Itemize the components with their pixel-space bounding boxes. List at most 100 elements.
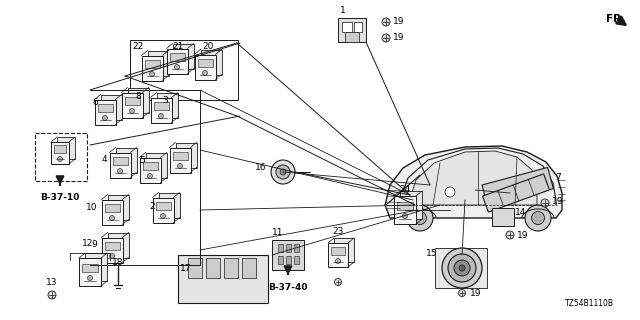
Bar bbox=[82, 264, 98, 272]
Bar bbox=[108, 195, 129, 220]
Bar bbox=[159, 193, 179, 218]
Bar bbox=[175, 142, 196, 167]
Text: 14: 14 bbox=[515, 208, 526, 217]
Circle shape bbox=[403, 213, 408, 219]
Bar bbox=[79, 258, 101, 286]
Bar bbox=[338, 18, 366, 42]
Bar bbox=[104, 204, 120, 212]
Circle shape bbox=[150, 71, 154, 76]
Text: 19: 19 bbox=[393, 17, 404, 26]
Bar bbox=[170, 148, 191, 172]
Bar bbox=[140, 157, 161, 182]
Bar bbox=[130, 40, 238, 100]
Bar bbox=[95, 100, 115, 124]
Text: 3: 3 bbox=[162, 96, 168, 105]
Circle shape bbox=[48, 291, 56, 299]
Text: 15: 15 bbox=[426, 249, 437, 258]
Bar bbox=[178, 255, 268, 303]
Text: 10: 10 bbox=[86, 203, 97, 212]
Text: B-37-10: B-37-10 bbox=[40, 193, 80, 202]
Text: 16: 16 bbox=[255, 164, 266, 172]
Bar bbox=[35, 133, 87, 181]
Bar bbox=[108, 233, 129, 258]
Bar bbox=[492, 208, 514, 226]
Bar bbox=[435, 248, 487, 288]
Bar bbox=[354, 22, 362, 32]
Bar bbox=[286, 256, 291, 264]
Circle shape bbox=[109, 215, 115, 220]
Bar bbox=[400, 191, 422, 219]
Circle shape bbox=[129, 108, 134, 114]
Circle shape bbox=[531, 212, 545, 225]
Bar bbox=[145, 153, 166, 178]
Text: 2: 2 bbox=[149, 202, 155, 211]
Bar bbox=[122, 92, 143, 117]
Text: 13: 13 bbox=[46, 278, 58, 287]
Bar bbox=[278, 244, 283, 252]
Bar bbox=[331, 247, 345, 255]
Text: 8: 8 bbox=[135, 92, 141, 101]
Circle shape bbox=[118, 169, 122, 173]
Circle shape bbox=[202, 70, 207, 76]
Bar bbox=[328, 243, 348, 267]
Bar bbox=[342, 22, 352, 32]
Bar bbox=[286, 244, 291, 252]
Bar bbox=[334, 238, 354, 262]
Bar bbox=[173, 152, 188, 160]
Bar bbox=[102, 199, 122, 225]
Bar bbox=[54, 145, 66, 153]
Circle shape bbox=[413, 212, 426, 225]
Bar bbox=[141, 55, 163, 81]
Circle shape bbox=[147, 173, 152, 179]
Bar bbox=[397, 202, 413, 210]
Bar bbox=[200, 50, 221, 75]
Text: 21: 21 bbox=[172, 42, 184, 51]
Text: 6: 6 bbox=[92, 98, 98, 107]
Bar bbox=[145, 60, 159, 68]
Text: 19: 19 bbox=[393, 33, 404, 42]
Circle shape bbox=[280, 169, 286, 175]
Bar bbox=[482, 167, 554, 206]
Circle shape bbox=[177, 164, 182, 169]
Bar bbox=[188, 258, 202, 278]
Circle shape bbox=[442, 248, 482, 288]
Bar bbox=[115, 148, 136, 172]
Circle shape bbox=[458, 290, 465, 297]
Bar bbox=[100, 94, 122, 119]
Bar bbox=[97, 104, 113, 112]
Bar bbox=[102, 237, 122, 262]
Bar bbox=[224, 258, 238, 278]
Bar bbox=[152, 197, 173, 222]
Text: 20: 20 bbox=[202, 42, 214, 51]
Text: 9: 9 bbox=[92, 240, 97, 249]
Circle shape bbox=[159, 114, 163, 118]
Bar bbox=[198, 59, 212, 67]
Bar bbox=[272, 240, 304, 270]
Circle shape bbox=[335, 278, 342, 285]
Bar bbox=[109, 153, 131, 178]
Bar bbox=[394, 196, 416, 224]
Text: TZ54B1110B: TZ54B1110B bbox=[565, 299, 614, 308]
Bar bbox=[294, 244, 299, 252]
Bar bbox=[113, 157, 127, 165]
Polygon shape bbox=[385, 146, 562, 218]
Text: 4: 4 bbox=[101, 155, 107, 164]
Text: 23: 23 bbox=[332, 227, 344, 236]
Text: 7: 7 bbox=[555, 173, 561, 182]
Bar bbox=[345, 32, 359, 42]
Polygon shape bbox=[483, 174, 550, 212]
Text: 17: 17 bbox=[180, 264, 191, 273]
Circle shape bbox=[161, 213, 166, 219]
Text: 12: 12 bbox=[83, 239, 93, 248]
Circle shape bbox=[58, 156, 63, 162]
Bar bbox=[51, 142, 69, 164]
Circle shape bbox=[175, 65, 179, 69]
Bar bbox=[170, 53, 184, 61]
Bar bbox=[242, 258, 256, 278]
Bar bbox=[125, 97, 140, 105]
Circle shape bbox=[109, 253, 115, 259]
Bar bbox=[150, 98, 172, 123]
Circle shape bbox=[541, 199, 549, 207]
Bar bbox=[147, 51, 168, 76]
Text: 19: 19 bbox=[470, 289, 481, 298]
